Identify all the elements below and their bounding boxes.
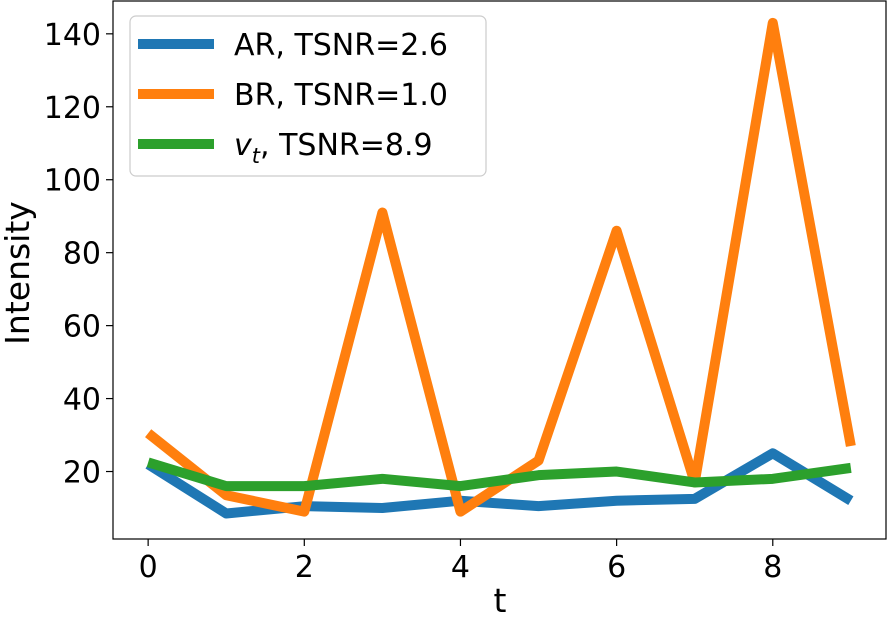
x-tick-label: 6	[607, 550, 626, 585]
y-tick-label: 140	[44, 18, 101, 53]
series-line-2	[146, 457, 852, 492]
y-tick-label: 100	[44, 164, 101, 199]
legend-box	[129, 15, 487, 177]
y-tick-label: 40	[63, 383, 101, 418]
series-line-1	[145, 17, 856, 517]
legend-label-vt-sub: t	[252, 144, 261, 168]
legend-label-vt-rest: , TSNR=8.9	[260, 128, 433, 163]
series-lines	[145, 17, 856, 519]
legend-label-vt-var: v	[234, 128, 253, 163]
legend-label-vt: vt, TSNR=8.9	[234, 128, 433, 168]
y-tick-label: 20	[63, 456, 101, 491]
y-tick-label: 80	[63, 237, 101, 272]
y-axis-label: Intensity	[0, 201, 37, 345]
legend: AR, TSNR=2.6 BR, TSNR=1.0 vt, TSNR=8.9	[129, 15, 487, 177]
x-tick-label: 8	[763, 550, 782, 585]
y-tick-label: 60	[63, 310, 101, 345]
x-tick-label: 0	[139, 550, 158, 585]
x-axis-ticks: 0 2 4 6 8	[139, 539, 782, 585]
x-axis-label: t	[494, 581, 507, 620]
plot-area-frame	[112, 0, 887, 540]
y-axis-ticks: 20 40 60 80 100 120 140	[44, 18, 113, 491]
y-tick-label: 120	[44, 91, 101, 126]
legend-label-br: BR, TSNR=1.0	[234, 78, 448, 113]
x-tick-label: 2	[295, 550, 314, 585]
x-tick-label: 4	[451, 550, 470, 585]
legend-label-ar: AR, TSNR=2.6	[234, 28, 448, 63]
